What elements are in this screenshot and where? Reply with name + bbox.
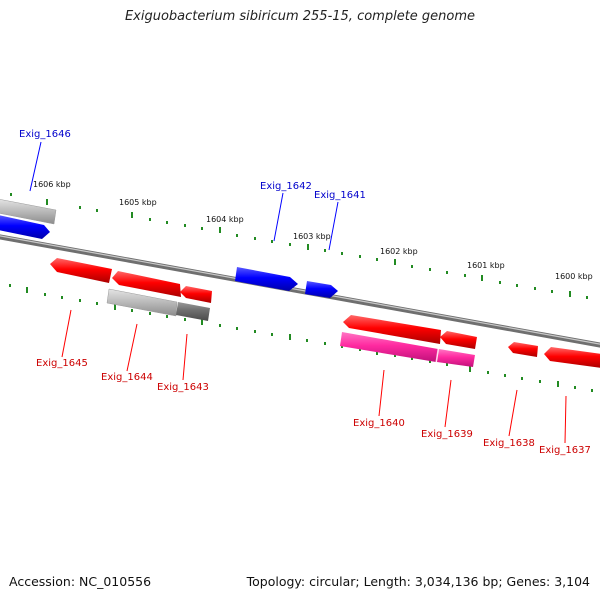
gene-label-exig-1645[interactable]: Exig_1645 — [36, 358, 88, 369]
forward-label-pointers — [29, 141, 339, 251]
reverse-gene-labels: Exig_1645 Exig_1644 Exig_1643 Exig_1640 … — [36, 358, 591, 456]
pointer-exig-1642 — [273, 192, 284, 242]
upper-tick-track — [10, 193, 588, 299]
scale-labels: 1606 kbp 1605 kbp 1604 kbp 1603 kbp 1602… — [33, 180, 593, 281]
gene-exig-1645[interactable] — [50, 258, 112, 283]
reverse-genes — [50, 258, 600, 368]
gene-exig-1638[interactable] — [508, 342, 538, 357]
pointer-exig-1641 — [328, 201, 339, 251]
pointer-exig-1640 — [378, 369, 385, 417]
forward-gene-labels: Exig_1646 Exig_1642 Exig_1641 — [19, 129, 366, 201]
gene-label-exig-1638[interactable]: Exig_1638 — [483, 438, 535, 449]
gene-label-exig-1644[interactable]: Exig_1644 — [101, 372, 153, 383]
gene-label-exig-1637[interactable]: Exig_1637 — [539, 445, 591, 456]
reverse-label-pointers — [61, 309, 567, 444]
pointer-exig-1646 — [29, 141, 42, 192]
genome-summary-text: Topology: circular; Length: 3,034,136 bp… — [246, 574, 590, 589]
gene-label-exig-1641[interactable]: Exig_1641 — [314, 190, 366, 201]
pointer-exig-1639 — [444, 379, 452, 428]
pointer-exig-1645 — [61, 309, 72, 358]
scale-label: 1601 kbp — [467, 261, 505, 270]
pointer-exig-1643 — [182, 333, 188, 381]
pointer-exig-1637 — [564, 395, 567, 444]
scale-label: 1600 kbp — [555, 272, 593, 281]
accession-text: Accession: NC_010556 — [9, 574, 152, 589]
gene-exig-1639[interactable] — [440, 331, 477, 349]
feature-exig-1639-inner[interactable] — [437, 349, 475, 367]
scale-label: 1605 kbp — [119, 198, 157, 207]
scale-label: 1606 kbp — [33, 180, 71, 189]
gene-label-exig-1642[interactable]: Exig_1642 — [260, 181, 312, 192]
feature-exig-1640-inner[interactable] — [340, 332, 438, 362]
gene-label-exig-1643[interactable]: Exig_1643 — [157, 382, 209, 393]
gene-exig-1646[interactable] — [0, 215, 50, 239]
map-title: Exiguobacterium sibiricum 255-15, comple… — [124, 9, 476, 24]
scale-label: 1603 kbp — [293, 232, 331, 241]
gene-label-exig-1639[interactable]: Exig_1639 — [421, 429, 473, 440]
lower-tick-track — [9, 284, 593, 392]
gene-label-exig-1640[interactable]: Exig_1640 — [353, 418, 405, 429]
gene-exig-1641[interactable] — [305, 281, 338, 298]
gene-label-exig-1646[interactable]: Exig_1646 — [19, 129, 71, 140]
feature-separator — [435, 348, 439, 363]
genome-backbone — [0, 234, 600, 348]
gene-exig-1643[interactable] — [180, 286, 212, 303]
reverse-inner-features — [106, 288, 475, 367]
scale-label: 1604 kbp — [206, 215, 244, 224]
gene-exig-1646-upper[interactable] — [0, 199, 57, 225]
gene-exig-1644[interactable] — [112, 271, 181, 297]
genome-backbone-highlight — [0, 235, 600, 345]
scale-label: 1602 kbp — [380, 247, 418, 256]
pointer-exig-1644 — [126, 323, 138, 372]
pointer-exig-1638 — [508, 389, 518, 437]
gene-exig-1637[interactable] — [544, 347, 600, 368]
feature-exig-1644-inner[interactable] — [106, 288, 178, 317]
gene-exig-1642[interactable] — [235, 267, 298, 291]
gene-exig-1640[interactable] — [343, 315, 441, 344]
forward-genes — [0, 215, 338, 298]
feature-exig-1643-inner[interactable] — [176, 302, 210, 321]
forward-outer-genes — [0, 199, 57, 225]
